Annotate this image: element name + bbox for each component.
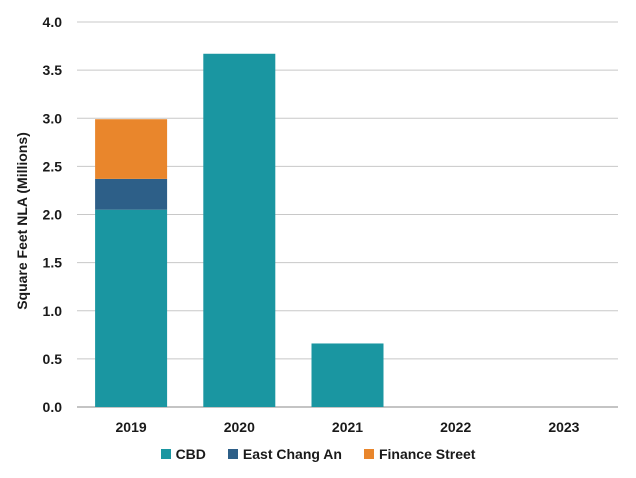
y-axis-ticks: 0.0 0.5 1.0 1.5 2.0 2.5 3.0 3.5 4.0: [43, 14, 63, 415]
x-tick-label: 2019: [116, 419, 147, 435]
bar-cbd-2020: [203, 53, 276, 407]
legend-swatch: [363, 449, 374, 459]
legend-label: East Chang An: [242, 446, 342, 462]
gridlines: [77, 21, 618, 408]
y-tick-label: 2.5: [43, 158, 63, 174]
y-tick-label: 1.0: [43, 303, 63, 319]
legend-item-cbd: CBD: [160, 446, 206, 462]
y-tick-label: 2.0: [43, 207, 63, 223]
y-tick-label: 0.5: [43, 351, 63, 367]
legend-swatch: [227, 449, 238, 459]
bar-cbd-2019: [95, 209, 168, 407]
legend: CBD East Chang An Finance Street: [0, 446, 636, 462]
y-tick-label: 3.0: [43, 110, 63, 126]
bar-cbd-2021: [311, 343, 384, 407]
x-axis-ticks: 2019 2020 2021 2022 2023: [116, 419, 580, 435]
x-tick-label: 2020: [224, 419, 255, 435]
legend-label: Finance Street: [378, 446, 476, 462]
y-axis-label: Square Feet NLA (Millions): [14, 132, 30, 310]
x-tick-label: 2023: [548, 419, 579, 435]
bars: [95, 53, 384, 407]
legend-swatch: [160, 449, 171, 459]
y-tick-label: 3.5: [43, 62, 63, 78]
bar-finance-street-2019: [95, 119, 168, 179]
y-tick-label: 1.5: [43, 255, 63, 271]
bar-chart: 0.0 0.5 1.0 1.5 2.0 2.5 3.0 3.5 4.0 2019 2020 2021…: [14, 14, 618, 435]
legend-label: CBD: [175, 446, 206, 462]
bar-east-chang-an-2019: [95, 178, 168, 210]
x-tick-label: 2021: [332, 419, 363, 435]
y-tick-label: 4.0: [43, 14, 63, 30]
legend-item-east-chang-an: East Chang An: [227, 446, 342, 462]
legend-item-finance-street: Finance Street: [363, 446, 476, 462]
x-tick-label: 2022: [440, 419, 471, 435]
y-tick-label: 0.0: [43, 399, 63, 415]
